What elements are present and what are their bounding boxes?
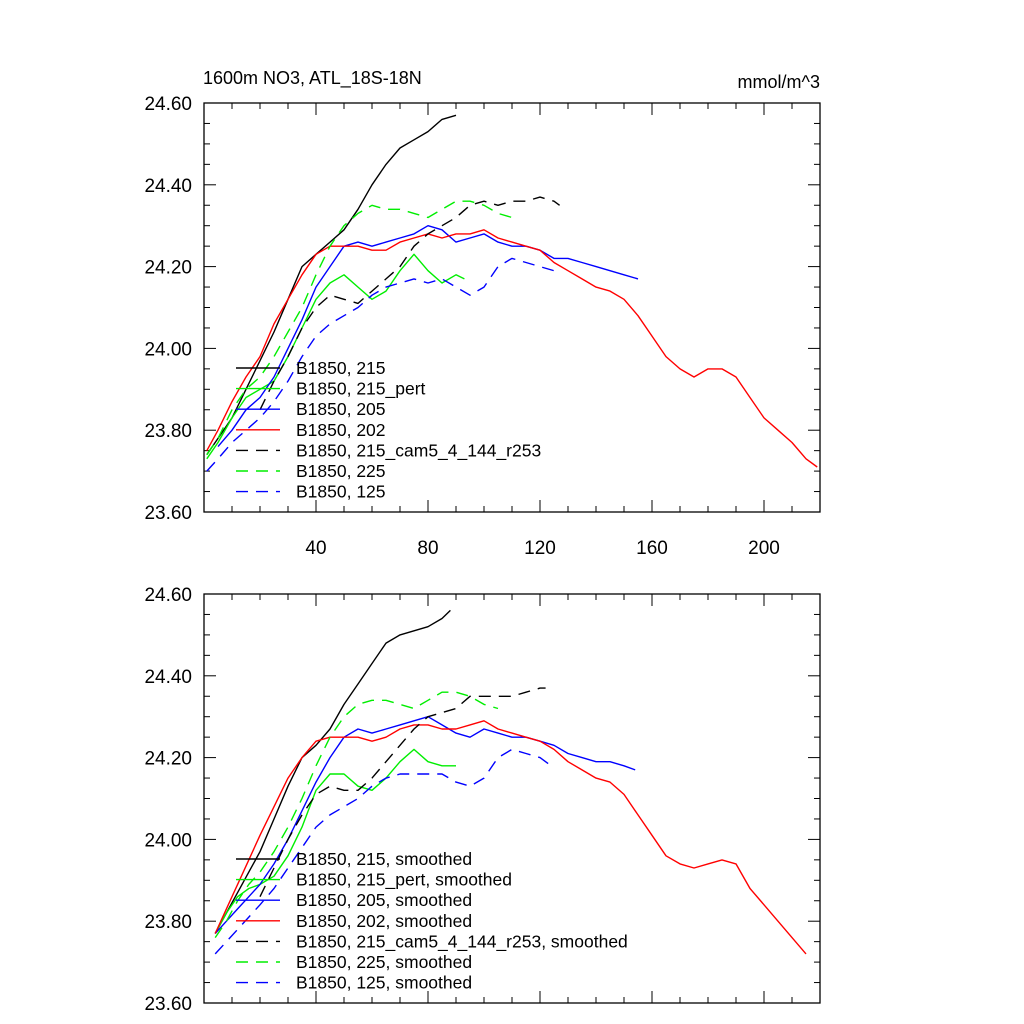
series-line bbox=[214, 691, 499, 938]
series-line bbox=[214, 748, 456, 934]
x-tick-label: 160 bbox=[636, 538, 668, 559]
legend-label: B1850, 125, smoothed bbox=[296, 973, 472, 993]
legend-label: B1850, 215_cam5_4_144_r253, smoothed bbox=[296, 931, 628, 952]
legend-label: B1850, 215_pert, smoothed bbox=[296, 870, 512, 891]
chart-title: 1600m NO3, ATL_18S-18N bbox=[203, 68, 422, 89]
legend-label: B1850, 202 bbox=[296, 420, 386, 440]
y-tick-label: 24.40 bbox=[144, 176, 192, 197]
y-tick-label: 23.80 bbox=[144, 912, 192, 933]
y-tick-label: 24.00 bbox=[144, 339, 192, 360]
series-line bbox=[206, 253, 465, 460]
series-line bbox=[214, 609, 451, 934]
y-tick-label: 23.80 bbox=[144, 421, 192, 442]
series-line bbox=[259, 196, 561, 411]
legend-label: B1850, 205 bbox=[296, 399, 386, 419]
units-label: mmol/m^3 bbox=[738, 72, 820, 92]
legend-label: B1850, 125 bbox=[296, 482, 386, 502]
legend-label: B1850, 202, smoothed bbox=[296, 911, 472, 931]
y-tick-label: 24.60 bbox=[144, 94, 192, 115]
y-tick-label: 24.20 bbox=[144, 749, 192, 770]
y-tick-label: 23.60 bbox=[144, 503, 192, 524]
legend-label: B1850, 215_cam5_4_144_r253 bbox=[296, 440, 541, 461]
y-tick-label: 24.00 bbox=[144, 830, 192, 851]
y-tick-label: 24.20 bbox=[144, 258, 192, 279]
legend-label: B1850, 205, smoothed bbox=[296, 890, 472, 910]
series-line bbox=[217, 225, 639, 448]
top-chart-panel: 23.60 23.80 24.00 24.20 24.40 24.60 40 80 120 160… bbox=[144, 94, 821, 559]
series-line bbox=[206, 200, 513, 456]
legend-label: B1850, 215_pert bbox=[296, 379, 426, 400]
y-tick-label: 24.40 bbox=[144, 667, 192, 688]
series-line bbox=[206, 257, 555, 472]
x-tick-label: 40 bbox=[305, 538, 326, 559]
bottom-chart-panel: 23.60 23.80 24.00 24.20 24.40 24.60 B1850, 215… bbox=[144, 585, 821, 1015]
series-line bbox=[214, 716, 636, 934]
legend-label: B1850, 215, smoothed bbox=[296, 849, 472, 869]
x-tick-label: 200 bbox=[748, 538, 780, 559]
series-line bbox=[259, 687, 546, 898]
y-tick-label: 24.60 bbox=[144, 585, 192, 606]
y-tick-label: 23.60 bbox=[144, 994, 192, 1015]
legend-label: B1850, 225, smoothed bbox=[296, 952, 472, 972]
series-line bbox=[214, 748, 552, 955]
series-line bbox=[206, 229, 818, 468]
x-tick-label: 80 bbox=[417, 538, 438, 559]
x-tick-label: 120 bbox=[524, 538, 556, 559]
legend-label: B1850, 225 bbox=[296, 461, 386, 481]
legend-label: B1850, 215 bbox=[296, 358, 386, 378]
series-line bbox=[214, 720, 807, 955]
